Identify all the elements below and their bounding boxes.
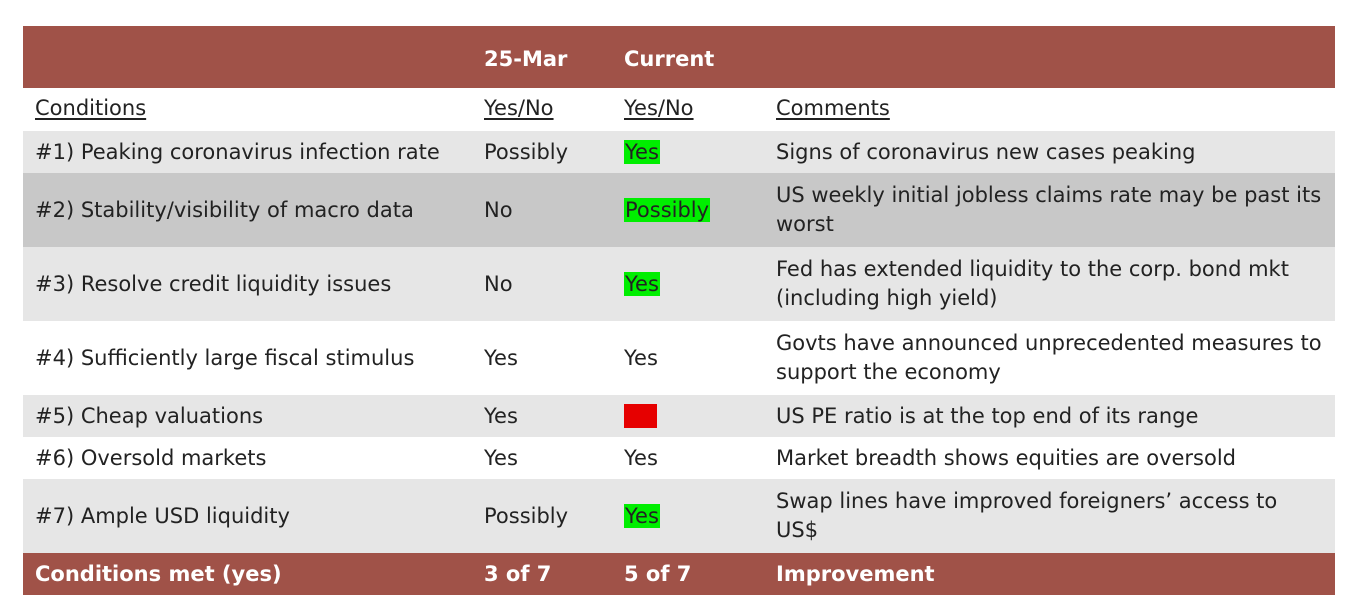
prior-cell: No bbox=[484, 197, 513, 222]
table-row: #5) Cheap valuations Yes No US PE ratio … bbox=[23, 395, 1335, 437]
table-row: #3) Resolve credit liquidity issues No Y… bbox=[23, 247, 1335, 321]
condition-cell: #1) Peaking coronavirus infection rate bbox=[35, 139, 440, 164]
table-row: #6) Oversold markets Yes Yes Market brea… bbox=[23, 437, 1335, 479]
current-cell: Yes bbox=[612, 270, 764, 299]
current-cell: Yes bbox=[612, 138, 764, 167]
column-label-comments: Comments bbox=[776, 96, 890, 120]
condition-cell: #2) Stability/visibility of macro data bbox=[35, 197, 414, 222]
column-label-current: Yes/No bbox=[624, 96, 694, 120]
table-row: #7) Ample USD liquidity Possibly Yes Swa… bbox=[23, 479, 1335, 553]
prior-cell: Yes bbox=[484, 403, 518, 428]
column-labels-row: Conditions Yes/No Yes/No Comments bbox=[23, 88, 1335, 131]
prior-cell: Yes bbox=[484, 345, 518, 370]
condition-cell: #4) Sufficiently large fiscal stimulus bbox=[35, 345, 415, 370]
column-label-conditions: Conditions bbox=[35, 96, 147, 120]
column-label-prior: Yes/No bbox=[484, 96, 554, 120]
current-value-highlight: Yes bbox=[624, 271, 660, 296]
header-current: Current bbox=[624, 46, 715, 71]
prior-cell: Possibly bbox=[484, 139, 569, 164]
comment-cell: Swap lines have improved foreigners’ acc… bbox=[776, 489, 1278, 542]
header-date: 25-Mar bbox=[484, 46, 568, 71]
table-row: #4) Sufficiently large fiscal stimulus Y… bbox=[23, 321, 1335, 395]
table-row: #2) Stability/visibility of macro data N… bbox=[23, 173, 1335, 247]
conditions-table: 25-Mar Current Conditions Yes/No Yes/No … bbox=[23, 26, 1335, 595]
prior-cell: Possibly bbox=[484, 503, 569, 528]
condition-cell: #6) Oversold markets bbox=[35, 445, 267, 470]
table-footer-row: Conditions met (yes) 3 of 7 5 of 7 Impro… bbox=[23, 553, 1335, 595]
current-value-highlight: Yes bbox=[624, 139, 660, 164]
current-value-highlight: Yes bbox=[624, 503, 660, 528]
comment-cell: Signs of coronavirus new cases peaking bbox=[776, 139, 1196, 164]
table-header-row: 25-Mar Current bbox=[23, 26, 1335, 88]
comment-cell: US PE ratio is at the top end of its ran… bbox=[776, 403, 1199, 428]
table-row: #1) Peaking coronavirus infection rate P… bbox=[23, 131, 1335, 173]
comment-cell: US weekly initial jobless claims rate ma… bbox=[776, 183, 1322, 236]
prior-cell: No bbox=[484, 271, 513, 296]
footer-label: Conditions met (yes) bbox=[35, 561, 282, 586]
footer-current-count: 5 of 7 bbox=[624, 561, 692, 586]
current-cell: Possibly bbox=[612, 196, 764, 225]
prior-cell: Yes bbox=[484, 445, 518, 470]
current-cell: Yes bbox=[612, 502, 764, 531]
footer-prior-count: 3 of 7 bbox=[484, 561, 552, 586]
comment-cell: Market breadth shows equities are overso… bbox=[776, 445, 1237, 470]
current-cell: No bbox=[612, 402, 764, 431]
comment-cell: Govts have announced unprecedented measu… bbox=[776, 331, 1322, 384]
condition-cell: #7) Ample USD liquidity bbox=[35, 503, 290, 528]
condition-cell: #5) Cheap valuations bbox=[35, 403, 264, 428]
footer-comment: Improvement bbox=[776, 561, 935, 586]
current-cell: Yes bbox=[624, 345, 658, 370]
condition-cell: #3) Resolve credit liquidity issues bbox=[35, 271, 392, 296]
current-cell: Yes bbox=[624, 445, 658, 470]
current-value-highlight: Possibly bbox=[624, 197, 711, 222]
current-value-highlight: No bbox=[624, 403, 657, 428]
comment-cell: Fed has extended liquidity to the corp. … bbox=[776, 257, 1289, 310]
